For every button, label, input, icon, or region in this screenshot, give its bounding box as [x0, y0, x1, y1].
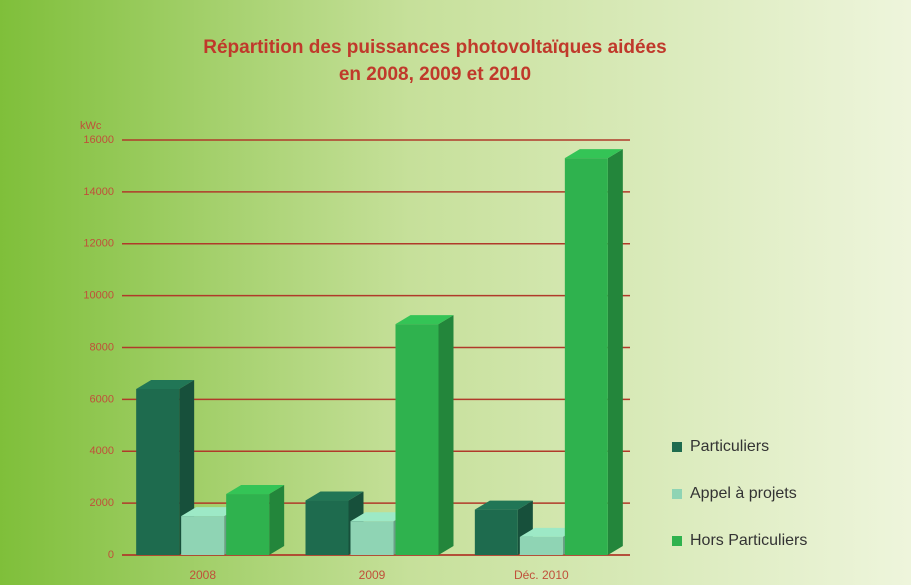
x-tick-label: 2009 [359, 568, 386, 582]
bar [350, 521, 394, 555]
y-tick-label: 6000 [90, 393, 114, 405]
bar-side [269, 485, 285, 555]
bar-top [474, 500, 533, 510]
bar-top [519, 527, 578, 537]
x-tick-label: 2008 [189, 568, 216, 582]
bar-top [226, 485, 285, 495]
bar [564, 158, 608, 555]
y-tick-label: 16000 [83, 134, 114, 146]
y-tick-label: 0 [108, 549, 114, 561]
bar-top [350, 512, 409, 522]
bar-side [607, 149, 623, 555]
bar [226, 494, 270, 555]
bar [136, 389, 180, 555]
legend-swatch [672, 536, 682, 546]
y-tick-label: 10000 [83, 290, 114, 302]
bar [395, 324, 439, 555]
bar-top [181, 507, 240, 517]
bar-top [136, 380, 195, 389]
y-tick-label: 2000 [90, 497, 114, 509]
chart-subtitle: en 2008, 2009 et 2010 [339, 64, 531, 85]
bar-side [438, 315, 454, 555]
bar-top [395, 315, 454, 325]
bar [474, 509, 518, 555]
legend-swatch [672, 442, 682, 452]
legend-label: Appel à projets [690, 485, 797, 502]
legend-swatch [672, 489, 682, 499]
y-tick-label: 12000 [83, 238, 114, 250]
y-tick-label: 14000 [83, 186, 114, 198]
bar [305, 500, 349, 555]
x-tick-label: Déc. 2010 [514, 568, 569, 582]
bar-top [564, 149, 623, 159]
bar-top [305, 491, 364, 501]
chart-title: Répartition des puissances photovoltaïqu… [203, 37, 667, 58]
legend-label: Particuliers [690, 438, 769, 455]
legend-label: Hors Particuliers [690, 532, 807, 549]
y-axis-label: kWc [80, 120, 102, 132]
y-tick-label: 8000 [90, 341, 114, 353]
bar [181, 516, 225, 555]
bar [519, 536, 563, 555]
y-tick-label: 4000 [90, 445, 114, 457]
